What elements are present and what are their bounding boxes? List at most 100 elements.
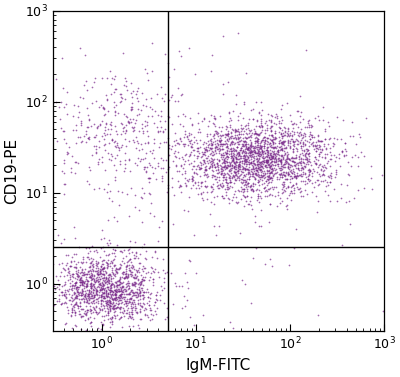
Point [253,144,259,150]
Point [164,314,170,320]
Point [288,155,294,161]
Point [248,183,254,189]
Point [197,144,203,150]
Point [88,280,94,286]
Point [230,139,236,146]
Point [298,131,304,137]
Point [283,156,289,162]
Point [330,141,337,147]
Point [209,164,215,170]
Point [331,135,337,141]
Point [194,145,201,151]
Point [358,149,364,155]
Point [79,272,86,278]
Point [193,172,200,178]
Point [227,141,233,147]
Point [156,274,163,280]
Point [277,167,284,173]
Point [96,276,103,282]
Point [236,163,242,169]
Point [320,171,326,177]
Point [93,265,100,271]
Point [146,305,153,311]
Point [60,86,66,92]
Point [258,166,264,172]
Point [219,167,226,173]
Point [219,141,226,147]
Point [92,279,98,285]
Point [88,254,94,261]
Point [245,180,251,186]
Point [220,172,226,178]
Point [130,288,136,294]
Point [271,159,278,165]
Point [92,285,98,291]
Point [320,169,326,175]
Point [116,275,123,281]
Point [300,116,306,122]
Point [238,168,244,174]
Point [65,269,71,275]
Point [128,305,135,311]
Point [88,276,95,282]
Point [128,295,134,301]
Point [276,141,282,147]
Point [65,265,71,271]
Point [253,138,260,144]
Point [106,287,113,293]
Point [68,259,74,265]
Point [248,160,254,166]
Point [287,179,293,185]
Point [283,158,289,164]
Point [104,97,110,103]
Point [246,159,252,165]
Point [75,305,82,311]
Point [215,182,222,188]
Point [209,144,216,150]
Point [268,156,274,162]
Point [90,261,96,267]
Point [243,143,249,149]
Point [100,313,107,319]
Point [290,121,296,127]
Point [78,259,84,265]
Point [72,268,79,274]
Point [255,173,261,179]
Point [176,184,182,190]
Point [107,285,114,291]
Point [142,305,149,311]
Point [235,165,242,171]
Point [182,141,188,147]
Point [326,149,333,155]
Point [69,305,75,311]
Point [312,161,319,167]
Point [326,135,333,141]
Point [98,293,104,299]
Point [233,158,239,164]
Point [82,317,89,323]
Point [266,161,272,167]
Point [84,281,90,287]
Point [230,144,236,150]
Point [183,279,190,285]
Point [240,147,247,153]
Point [186,130,192,136]
Point [134,273,140,279]
Point [248,156,254,162]
Point [256,144,262,150]
Point [109,319,115,325]
Point [210,201,217,207]
Point [116,288,122,294]
Point [282,129,288,135]
Point [182,128,188,134]
Point [246,176,253,182]
Point [212,164,218,170]
Point [232,129,238,135]
Point [74,267,81,273]
Point [221,157,227,163]
Point [289,170,295,176]
Point [74,284,80,290]
Point [251,145,258,151]
Point [264,138,270,144]
Point [133,95,140,101]
